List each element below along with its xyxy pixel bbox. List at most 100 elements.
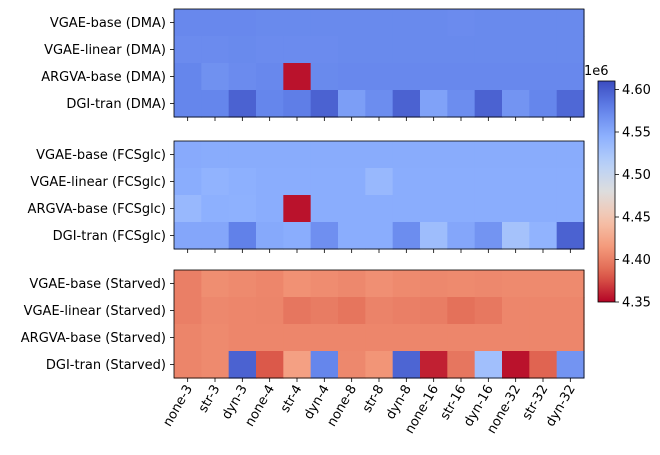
heatmap-cell [174, 351, 202, 379]
heatmap-cell [338, 351, 366, 379]
heatmap-cell [529, 270, 558, 298]
heatmap-cell [338, 270, 366, 298]
heatmap-cell [420, 36, 448, 64]
x-tick-label: none-3 [160, 383, 196, 430]
heatmap-cell [174, 297, 202, 325]
heatmap-cell [201, 351, 230, 379]
heatmap-cell [310, 141, 339, 169]
heatmap-cell [556, 297, 585, 325]
heatmap-cell [529, 195, 558, 223]
heatmap-cell [228, 63, 257, 91]
heatmap-cell [502, 9, 530, 37]
heatmap-cell [174, 36, 202, 64]
heatmap-cell [556, 90, 585, 118]
heatmap-cell [256, 222, 284, 250]
heatmap-cell [447, 195, 476, 223]
heatmap-cell [474, 297, 503, 325]
heatmap-cell [447, 222, 476, 250]
heatmap-cell [338, 141, 366, 169]
heatmap-cell [392, 222, 421, 250]
heatmap-cell [283, 324, 312, 352]
heatmap-cell [283, 222, 312, 250]
heatmap-cell [310, 270, 339, 298]
heatmap-cell [228, 270, 257, 298]
heatmap-cell [228, 90, 257, 118]
y-tick-label: VGAE-linear (Starved) [24, 304, 166, 319]
heatmap-cell [556, 195, 585, 223]
heatmap-cell [201, 90, 230, 118]
heatmap-cell [365, 168, 394, 196]
heatmap-cell [556, 36, 585, 64]
heatmap-cell [447, 324, 476, 352]
heatmap-cell [392, 63, 421, 91]
y-tick-label: ARGVA-base (FCSglc) [28, 202, 166, 217]
heatmap-cell [174, 195, 202, 223]
colorbar-tick-label: 4.50 [622, 168, 651, 183]
heatmap-cell [201, 297, 230, 325]
x-tick-label: str-8 [360, 383, 388, 416]
heatmap-cell [556, 270, 585, 298]
heatmap-cell [474, 324, 503, 352]
heatmap-cell [529, 63, 558, 91]
heatmap-cell [447, 270, 476, 298]
heatmap-cell [420, 351, 448, 379]
heatmap-cell [365, 222, 394, 250]
heatmap-cell [338, 324, 366, 352]
heatmap-cell [365, 270, 394, 298]
heatmap-cell [474, 351, 503, 379]
heatmap-cell [392, 36, 421, 64]
colorbar-tick-label: 4.35 [622, 296, 651, 311]
heatmap-cell [228, 351, 257, 379]
heatmap-cell [283, 195, 312, 223]
heatmap-cell [256, 90, 284, 118]
heatmap-cell [338, 195, 366, 223]
heatmap-cell [283, 141, 312, 169]
heatmap-cell [228, 222, 257, 250]
panel-frame [173, 269, 585, 379]
heatmap-cell [283, 36, 312, 64]
heatmap-cell [392, 141, 421, 169]
panel-frame [173, 8, 585, 118]
heatmap-cell [201, 36, 230, 64]
heatmap-cell [529, 222, 558, 250]
heatmap-cell [420, 141, 448, 169]
heatmap-cell [420, 90, 448, 118]
heatmap-cell [338, 36, 366, 64]
heatmap-cell [556, 63, 585, 91]
heatmap-cell [201, 9, 230, 37]
x-tick-label: str-4 [278, 383, 306, 416]
heatmap-cell [310, 324, 339, 352]
heatmap-cell [228, 195, 257, 223]
heatmap-cell [283, 270, 312, 298]
heatmap-cell [256, 195, 284, 223]
heatmap-cell [502, 222, 530, 250]
y-tick-label: DGI-tran (FCSglc) [53, 229, 166, 244]
heatmap-cell [529, 168, 558, 196]
heatmap-cell [447, 351, 476, 379]
heatmap-cell [502, 90, 530, 118]
heatmap-cell [228, 9, 257, 37]
heatmap-cell [228, 141, 257, 169]
heatmap-cell [228, 324, 257, 352]
y-tick-label: ARGVA-base (DMA) [41, 70, 166, 85]
heatmap-cell [256, 168, 284, 196]
heatmap-cell [338, 63, 366, 91]
heatmap-cell [447, 168, 476, 196]
heatmap-cell [529, 324, 558, 352]
y-tick-label: VGAE-linear (FCSglc) [30, 175, 166, 190]
heatmap-cell [392, 270, 421, 298]
heatmap-cell [502, 324, 530, 352]
heatmap-cell [174, 270, 202, 298]
heatmap-cell [338, 297, 366, 325]
colorbar [598, 81, 615, 302]
heatmap-cell [392, 195, 421, 223]
heatmap-cell [201, 222, 230, 250]
heatmap-cell [474, 141, 503, 169]
heatmap-cell [474, 63, 503, 91]
heatmap-cell [392, 324, 421, 352]
heatmap-cell [365, 63, 394, 91]
heatmap-cell [310, 297, 339, 325]
heatmap-cell [174, 168, 202, 196]
heatmap-cell [474, 222, 503, 250]
heatmap-cell [174, 90, 202, 118]
